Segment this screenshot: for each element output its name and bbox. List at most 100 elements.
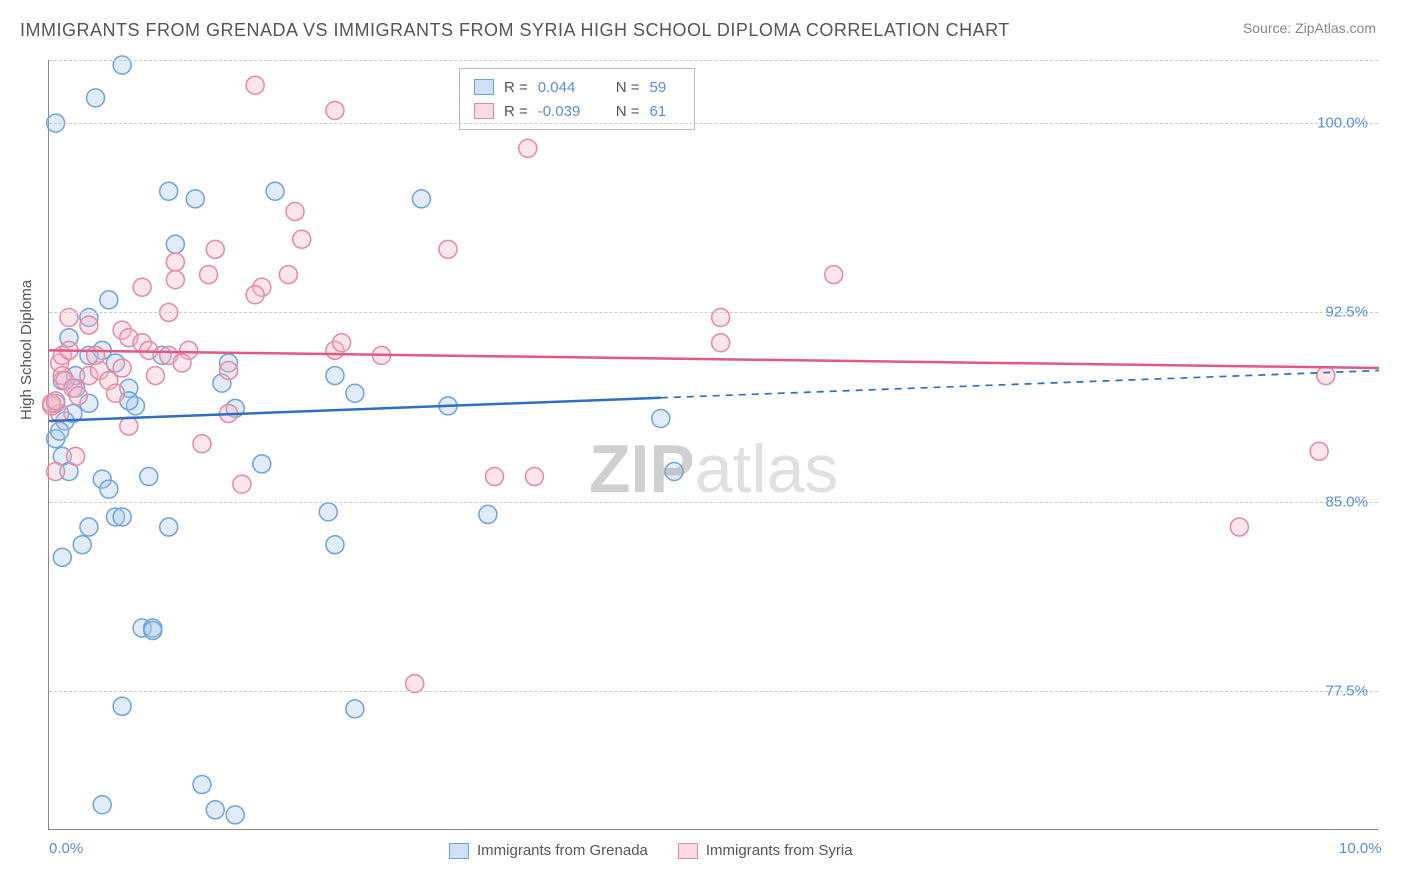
data-point (160, 518, 178, 536)
data-point (293, 230, 311, 248)
data-point (80, 316, 98, 334)
data-point (479, 505, 497, 523)
data-point (246, 286, 264, 304)
legend-r-label: R = (504, 103, 528, 120)
data-point (286, 202, 304, 220)
legend-r-value: 0.044 (538, 79, 606, 96)
gridline-h (49, 60, 1378, 61)
data-point (266, 182, 284, 200)
data-point (67, 447, 85, 465)
data-point (326, 536, 344, 554)
y-tick-label: 77.5% (1325, 683, 1368, 700)
data-point (113, 359, 131, 377)
gridline-h (49, 502, 1378, 503)
trend-line-dashed (661, 371, 1379, 398)
y-tick-label: 92.5% (1325, 304, 1368, 321)
data-point (326, 101, 344, 119)
data-point (1310, 442, 1328, 460)
legend-n-value: 61 (650, 103, 680, 120)
data-point (519, 139, 537, 157)
data-point (200, 266, 218, 284)
data-point (87, 346, 105, 364)
data-point (100, 291, 118, 309)
data-point (146, 367, 164, 385)
gridline-h (49, 691, 1378, 692)
legend-series-item: Immigrants from Grenada (449, 842, 648, 859)
data-point (133, 278, 151, 296)
data-point (319, 503, 337, 521)
y-axis-label: High School Diploma (18, 280, 35, 420)
legend-r-value: -0.039 (538, 103, 606, 120)
legend-series-item: Immigrants from Syria (678, 842, 853, 859)
data-point (346, 700, 364, 718)
data-point (486, 468, 504, 486)
legend-correlation-row: R = -0.039 N = 61 (474, 99, 680, 123)
data-point (652, 409, 670, 427)
data-point (193, 435, 211, 453)
data-point (233, 475, 251, 493)
data-point (107, 384, 125, 402)
data-point (53, 548, 71, 566)
data-point (525, 468, 543, 486)
legend-swatch (449, 843, 469, 859)
legend-swatch (474, 103, 494, 119)
data-point (87, 89, 105, 107)
data-point (412, 190, 430, 208)
data-point (173, 354, 191, 372)
data-point (120, 417, 138, 435)
data-point (439, 240, 457, 258)
data-point (333, 334, 351, 352)
data-point (1317, 367, 1335, 385)
data-point (51, 422, 69, 440)
data-point (100, 480, 118, 498)
legend-series-label: Immigrants from Grenada (477, 842, 648, 859)
legend-n-label: N = (616, 103, 640, 120)
legend-correlation-row: R =0.044N =59 (474, 75, 680, 99)
data-point (279, 266, 297, 284)
data-point (69, 387, 87, 405)
data-point (326, 367, 344, 385)
data-point (113, 56, 131, 74)
data-point (160, 182, 178, 200)
trend-line-solid (49, 350, 1379, 368)
data-point (73, 536, 91, 554)
legend-swatch (474, 79, 494, 95)
y-tick-label: 85.0% (1325, 493, 1368, 510)
data-point (206, 240, 224, 258)
data-point (166, 235, 184, 253)
data-point (193, 776, 211, 794)
legend-series-label: Immigrants from Syria (706, 842, 853, 859)
data-point (140, 468, 158, 486)
legend-r-label: R = (504, 79, 528, 96)
legend-series: Immigrants from Grenada Immigrants from S… (449, 842, 853, 859)
legend-n-value: 59 (650, 79, 680, 96)
legend-correlation-box: R = 0.044 N = 59 R = -0.039 N = 61 (459, 68, 695, 130)
data-point (113, 697, 131, 715)
data-point (80, 518, 98, 536)
data-point (220, 362, 238, 380)
gridline-h (49, 312, 1378, 313)
y-tick-label: 100.0% (1317, 115, 1368, 132)
x-tick-label: 10.0% (1339, 840, 1382, 857)
data-point (712, 334, 730, 352)
chart-plot-area: ZIPatlas R =0.044N =59R =-0.039N =61 Imm… (48, 60, 1378, 830)
data-point (47, 392, 65, 410)
source-attribution: Source: ZipAtlas.com (1243, 20, 1376, 36)
data-point (206, 801, 224, 819)
data-point (665, 463, 683, 481)
data-point (60, 309, 78, 327)
data-point (712, 309, 730, 327)
x-tick-label: 0.0% (49, 840, 83, 857)
data-point (186, 190, 204, 208)
data-point (406, 675, 424, 693)
data-point (93, 796, 111, 814)
data-point (113, 508, 131, 526)
data-point (825, 266, 843, 284)
data-point (226, 806, 244, 824)
data-point (246, 76, 264, 94)
chart-svg (49, 60, 1378, 829)
data-point (144, 622, 162, 640)
chart-title: IMMIGRANTS FROM GRENADA VS IMMIGRANTS FR… (20, 20, 1010, 41)
gridline-h (49, 123, 1378, 124)
data-point (166, 271, 184, 289)
